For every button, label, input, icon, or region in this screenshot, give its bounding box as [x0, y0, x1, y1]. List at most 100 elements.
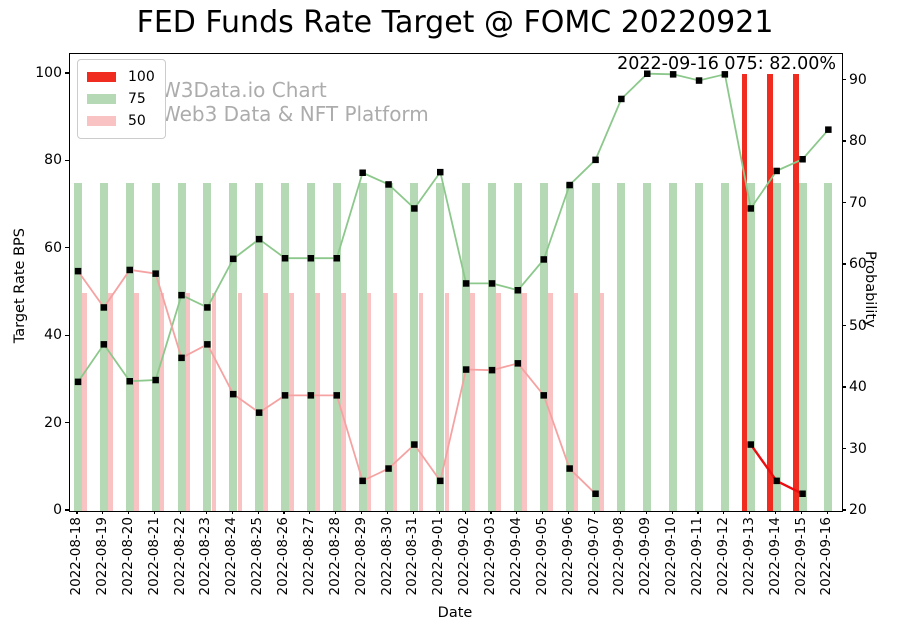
x-tick-mark: [697, 510, 699, 514]
x-tick-mark: [309, 510, 311, 514]
right-tick-mark: [842, 140, 846, 142]
x-tick-mark: [128, 510, 130, 514]
bar-50-2022-08-27: [315, 292, 320, 511]
x-tick-mark: [335, 510, 337, 514]
right-tick-label: 70: [849, 194, 867, 211]
x-tick-label: 2022-09-10: [663, 517, 680, 596]
bar-50-2022-08-25: [263, 292, 268, 511]
x-tick-label: 2022-09-08: [611, 517, 628, 596]
x-tick-label: 2022-09-13: [740, 517, 757, 596]
legend-item-50: 50: [87, 110, 155, 132]
right-tick-label: 60: [849, 256, 867, 272]
bar-50-2022-08-24: [237, 292, 242, 511]
marker-50: [359, 477, 366, 485]
x-tick-mark: [283, 510, 285, 514]
bar-50-2022-09-05: [548, 292, 553, 511]
bar-50-2022-08-30: [392, 292, 398, 511]
marker-75: [721, 71, 729, 78]
x-tick-mark: [231, 510, 233, 514]
x-tick-label: 2022-09-16: [818, 517, 835, 596]
marker-50: [74, 267, 82, 275]
x-tick-mark: [179, 510, 182, 514]
marker-75: [178, 291, 185, 299]
marker-75: [100, 341, 108, 348]
marker-75: [307, 255, 315, 262]
right-tick-label: 50: [849, 317, 867, 334]
bar-75-2022-09-09: [643, 183, 652, 512]
bar-50-2022-08-18: [82, 292, 87, 511]
lines-layer: [74, 70, 832, 497]
bar-75-2022-08-25: [255, 183, 264, 512]
x-tick-label: 2022-08-24: [223, 517, 240, 596]
bar-50-2022-09-03: [496, 292, 501, 511]
bar-75-2022-09-07: [591, 183, 600, 512]
marker-75: [644, 70, 651, 77]
left-tick-label: 100: [35, 65, 62, 81]
x-tick-label: 2022-09-01: [430, 517, 447, 596]
x-tick-label: 2022-08-23: [197, 517, 214, 596]
marker-100: [799, 490, 806, 497]
bar-75-2022-08-24: [229, 183, 238, 512]
bar-75-2022-09-02: [462, 183, 471, 512]
bar-75-2022-09-16: [824, 183, 833, 512]
bar-75-2022-09-05: [539, 183, 548, 512]
right-tick-mark: [842, 78, 846, 81]
x-tick-mark: [516, 510, 518, 514]
legend-label: 75: [128, 91, 146, 107]
marker-75: [825, 126, 832, 133]
x-tick-mark: [568, 510, 570, 514]
bar-75-2022-09-08: [617, 183, 626, 512]
bar-50-2022-08-26: [289, 292, 294, 511]
right-tick-mark: [842, 509, 846, 511]
marker-75: [592, 156, 599, 164]
x-tick-mark: [361, 510, 363, 514]
marker-75: [437, 168, 444, 176]
marker-75: [747, 205, 754, 212]
marker-50: [100, 304, 108, 311]
marker-75: [411, 205, 418, 212]
marker-75: [230, 255, 237, 263]
x-tick-label: 2022-09-05: [533, 517, 550, 596]
bar-75-2022-09-03: [488, 183, 496, 512]
x-tick-mark: [76, 510, 78, 514]
line-100: [749, 443, 804, 495]
x-tick-mark: [438, 510, 440, 514]
x-tick-mark: [775, 510, 777, 514]
bar-75-2022-08-22: [177, 183, 186, 512]
marker-50: [540, 392, 547, 399]
marker-75: [152, 376, 159, 384]
right-tick-label: 20: [849, 502, 867, 518]
x-tick-mark: [542, 510, 544, 514]
marker-100: [773, 477, 780, 485]
x-tick-label: 2022-08-29: [352, 517, 369, 596]
x-tick-label: 2022-09-02: [456, 517, 473, 596]
legend-label: 50: [128, 113, 146, 129]
x-tick-label: 2022-08-30: [378, 517, 395, 596]
left-tick-mark: [65, 72, 69, 74]
bar-75-2022-09-11: [695, 183, 703, 512]
left-tick-label: 20: [44, 414, 62, 431]
bar-75-2022-09-12: [720, 183, 729, 512]
marker-50: [514, 360, 522, 367]
bar-50-2022-09-07: [599, 292, 605, 511]
bar-50-2022-08-21: [159, 292, 165, 511]
legend-swatch-50: [87, 116, 116, 126]
marker-50: [152, 270, 159, 277]
bar-75-2022-08-27: [306, 183, 315, 512]
x-tick-mark: [619, 510, 621, 514]
x-tick-label: 2022-08-18: [68, 517, 84, 596]
marker-50: [204, 341, 211, 348]
x-tick-label: 2022-09-12: [714, 517, 731, 596]
x-tick-label: 2022-09-07: [585, 517, 602, 596]
bar-75-2022-08-21: [151, 183, 160, 512]
x-tick-label: 2022-09-15: [792, 517, 809, 596]
marker-50: [411, 441, 418, 448]
legend-item-100: 100: [87, 66, 155, 88]
marker-50: [592, 490, 599, 497]
marker-50: [566, 465, 573, 472]
legend-item-75: 75: [87, 88, 155, 110]
marker-100: [747, 441, 754, 448]
marker-75: [126, 378, 133, 385]
left-tick-mark: [65, 159, 69, 161]
left-tick-mark: [65, 422, 69, 424]
